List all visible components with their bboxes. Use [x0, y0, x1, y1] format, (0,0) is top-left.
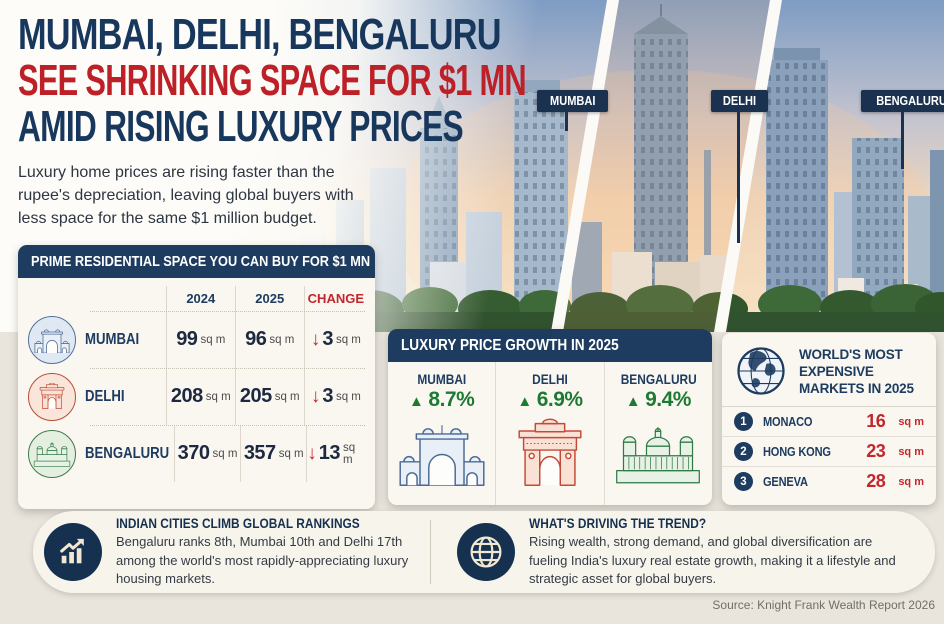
insight-title: INDIAN CITIES CLIMB GLOBAL RANKINGS	[116, 515, 360, 532]
rank-badge: 2	[734, 442, 753, 461]
growth-title: LUXURY PRICE GROWTH IN 2025	[401, 336, 619, 354]
gateway-of-india-icon	[28, 315, 76, 364]
market-name: MONACO	[763, 414, 813, 429]
row-city: BENGALURU	[85, 444, 170, 462]
prime-space-header: PRIME RESIDENTIAL SPACE YOU CAN BUY FOR …	[18, 245, 375, 278]
prime-space-table: 2024 2025 CHANGE MUMBAI	[18, 286, 375, 482]
market-row-geneva: 3 GENEVA 28 sq m	[722, 466, 936, 496]
tag-pole	[565, 111, 568, 131]
table-header-row: 2024 2025 CHANGE	[26, 286, 367, 311]
column-change: CHANGE	[303, 286, 367, 311]
market-value: 16	[866, 411, 886, 431]
growth-city: MUMBAI	[417, 371, 467, 387]
trend-chart-icon	[44, 522, 102, 581]
column-2025: 2025	[234, 286, 304, 311]
rank-badge: 3	[734, 472, 753, 491]
value-2024: 99	[176, 328, 198, 350]
vidhana-soudha-icon	[616, 427, 701, 484]
growth-city: BENGALURU	[620, 371, 697, 387]
market-value: 23	[866, 441, 886, 461]
vidhana-soudha-icon	[28, 429, 76, 478]
markets-title: WORLD'S MOST EXPENSIVE MARKETS IN 2025	[799, 346, 914, 396]
growth-city: DELHI	[532, 371, 568, 387]
prime-space-title: PRIME RESIDENTIAL SPACE YOU CAN BUY FOR …	[31, 253, 371, 270]
row-city: MUMBAI	[85, 330, 140, 348]
growth-value: 9.4%	[645, 388, 691, 411]
table-row-mumbai: MUMBAI 99 sq m 96 sq m ↓ 3 sq m	[26, 311, 367, 368]
city-tag-bengaluru: BENGALURU	[861, 90, 944, 112]
markets-panel: WORLD'S MOST EXPENSIVE MARKETS IN 2025 1…	[722, 333, 936, 505]
globe-icon	[737, 347, 785, 395]
up-arrow-icon: ▲	[517, 393, 532, 410]
market-value: 28	[866, 471, 886, 491]
insight-rankings: INDIAN CITIES CLIMB GLOBAL RANKINGS Beng…	[33, 515, 430, 588]
column-2024: 2024	[165, 286, 235, 311]
table-row-bengaluru: BENGALURU 370 sq m 357 sq m ↓ 13 sq m	[26, 425, 367, 482]
value-2025: 357	[243, 442, 276, 464]
growth-delhi: DELHI ▲ 6.9%	[495, 362, 603, 505]
city-tag-mumbai: MUMBAI	[537, 90, 609, 112]
up-arrow-icon: ▲	[625, 393, 641, 410]
tag-pole	[737, 111, 740, 243]
title-line-2: SEE SHRINKING SPACE FOR $1 MN	[18, 56, 527, 105]
insight-title: WHAT'S DRIVING THE TREND?	[529, 515, 707, 532]
row-city: DELHI	[85, 387, 125, 405]
india-gate-icon	[518, 418, 582, 486]
insight-body: Rising wealth, strong demand, and global…	[529, 534, 896, 587]
down-arrow-icon: ↓	[310, 328, 321, 350]
up-arrow-icon: ▲	[409, 393, 424, 410]
down-arrow-icon: ↓	[310, 385, 321, 407]
city-tag-delhi: DELHI	[711, 90, 768, 112]
insight-body: Bengaluru ranks 8th, Mumbai 10th and Del…	[116, 534, 409, 587]
growth-header: LUXURY PRICE GROWTH IN 2025	[388, 329, 712, 362]
tag-pole	[901, 111, 904, 169]
skyline-photo: MUMBAI DELHI BENGALURU	[0, 0, 944, 370]
insight-trend: WHAT'S DRIVING THE TREND? Rising wealth,…	[430, 515, 935, 586]
value-2025: 96	[245, 328, 267, 350]
title-line-3: AMID RISING LUXURY PRICES	[18, 102, 464, 151]
growth-value: 6.9%	[536, 388, 583, 411]
growth-panel: LUXURY PRICE GROWTH IN 2025 MUMBAI ▲ 8.7%…	[388, 329, 712, 505]
change-value: 3	[322, 328, 333, 350]
value-2025: 205	[239, 385, 272, 407]
title-line-1: MUMBAI, DELHI, BENGALURU	[18, 10, 501, 59]
market-row-hong-kong: 2 HONG KONG 23 sq m	[722, 436, 936, 466]
masthead: MUMBAI, DELHI, BENGALURU SEE SHRINKING S…	[18, 12, 744, 230]
change-value: 13	[318, 442, 341, 464]
table-row-delhi: DELHI 208 sq m 205 sq m ↓ 3 sq m	[26, 368, 367, 425]
change-value: 3	[322, 385, 333, 407]
source-credit: Source: Knight Frank Wealth Report 2026	[712, 598, 935, 612]
market-name: GENEVA	[763, 474, 808, 489]
insights-card: INDIAN CITIES CLIMB GLOBAL RANKINGS Beng…	[33, 511, 935, 593]
market-name: HONG KONG	[763, 444, 831, 459]
gateway-of-india-icon	[399, 425, 485, 486]
growth-value: 8.7%	[428, 388, 475, 411]
subtitle: Luxury home prices are rising faster tha…	[18, 164, 354, 228]
value-2024: 208	[170, 385, 203, 407]
rank-badge: 1	[734, 412, 753, 431]
growth-mumbai: MUMBAI ▲ 8.7%	[388, 362, 495, 505]
growth-bengaluru: BENGALURU ▲ 9.4%	[603, 362, 712, 505]
value-2024: 370	[177, 442, 210, 464]
market-row-monaco: 1 MONACO 16 sq m	[722, 407, 936, 436]
prime-space-panel: PRIME RESIDENTIAL SPACE YOU CAN BUY FOR …	[18, 245, 375, 509]
india-gate-icon	[28, 372, 76, 421]
globe-icon	[457, 523, 515, 581]
down-arrow-icon: ↓	[307, 442, 317, 464]
